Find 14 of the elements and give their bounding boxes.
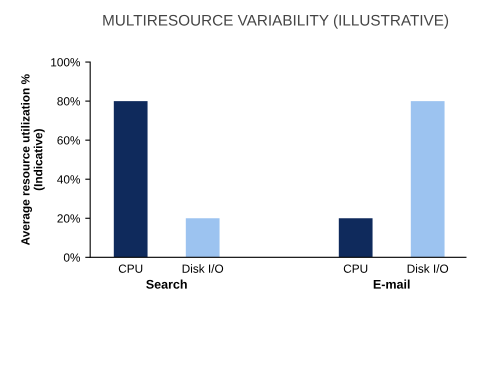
- y-tick-label: 60%: [57, 136, 80, 145]
- text: Disk I/O: [182, 264, 224, 273]
- y-tick-label: 40%: [57, 175, 80, 184]
- x-tick-label: E-mail: [374, 280, 410, 289]
- y-tick-label: 20%: [57, 214, 80, 223]
- x-tick-label: Search: [146, 280, 187, 289]
- y-tick-label: 80%: [57, 97, 80, 106]
- y-tick-label: 100%: [51, 58, 80, 66]
- y-tick-label: 0%: [64, 253, 80, 262]
- text: CPU: [344, 264, 368, 273]
- series-label: CPU: [118, 264, 142, 273]
- y-axis-title: Average resource utilization % (Indicative): [20, 74, 45, 246]
- chart-title: MULTIRESOURCE VARIABILITY (ILLUSTRATIVE): [103, 14, 448, 29]
- series-label: Disk I/O: [408, 264, 448, 273]
